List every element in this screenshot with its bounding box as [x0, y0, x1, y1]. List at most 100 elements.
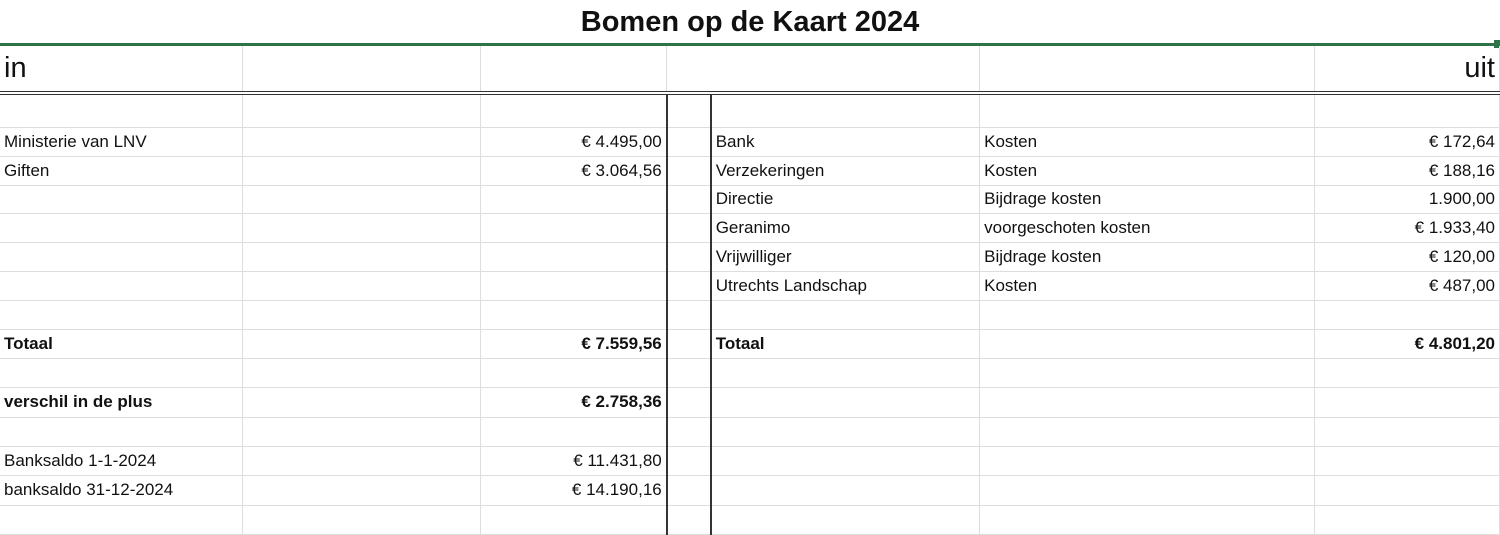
out-type[interactable]: Kosten	[979, 271, 1316, 301]
out-type[interactable]	[979, 446, 1316, 476]
separator-cell[interactable]	[665, 127, 712, 157]
separator-cell[interactable]	[665, 417, 712, 447]
out-type[interactable]	[979, 300, 1316, 330]
out-type[interactable]: Bijdrage kosten	[979, 242, 1316, 272]
in-label[interactable]	[0, 185, 244, 214]
out-label[interactable]: Verzekeringen	[710, 156, 981, 186]
separator-cell[interactable]	[665, 505, 712, 535]
out-label[interactable]	[710, 417, 981, 447]
cell[interactable]	[242, 46, 482, 95]
in-amount[interactable]: € 3.064,56	[480, 156, 668, 186]
out-label[interactable]	[710, 300, 981, 330]
cell[interactable]	[242, 213, 482, 243]
out-label[interactable]	[710, 387, 981, 418]
separator-cell[interactable]	[665, 156, 712, 186]
out-type[interactable]	[979, 475, 1316, 506]
in-amount[interactable]	[480, 242, 668, 272]
in-label[interactable]	[0, 271, 244, 301]
header-in[interactable]: in	[0, 46, 244, 95]
in-label[interactable]	[0, 213, 244, 243]
cell[interactable]	[710, 46, 981, 95]
fill-handle[interactable]	[1494, 40, 1500, 48]
separator-cell[interactable]	[665, 329, 712, 359]
cell[interactable]	[242, 329, 482, 359]
in-label[interactable]: Giften	[0, 156, 244, 186]
separator-cell[interactable]	[666, 46, 711, 95]
out-amount[interactable]	[1314, 446, 1500, 476]
cell[interactable]	[979, 46, 1316, 95]
out-type[interactable]: Kosten	[979, 156, 1316, 186]
out-label[interactable]	[710, 475, 981, 506]
out-amount[interactable]: 1.900,00	[1314, 185, 1500, 214]
in-label[interactable]: banksaldo 31-12-2024	[0, 475, 244, 506]
in-label[interactable]: Ministerie van LNV	[0, 127, 244, 157]
in-label[interactable]	[0, 417, 244, 447]
out-label[interactable]: Vrijwilliger	[710, 242, 981, 272]
out-amount[interactable]: € 172,64	[1314, 127, 1500, 157]
cell[interactable]	[242, 446, 482, 476]
in-amount[interactable]: € 7.559,56	[480, 329, 668, 359]
out-amount[interactable]: € 120,00	[1314, 242, 1500, 272]
out-amount[interactable]	[1314, 358, 1500, 388]
cell[interactable]	[242, 358, 482, 388]
separator-cell[interactable]	[665, 213, 712, 243]
out-label[interactable]	[710, 93, 981, 128]
in-amount[interactable]	[480, 358, 668, 388]
out-type[interactable]	[979, 387, 1316, 418]
cell[interactable]	[242, 93, 482, 128]
in-label[interactable]: Totaal	[0, 329, 244, 359]
out-label[interactable]	[710, 446, 981, 476]
out-label[interactable]	[710, 505, 981, 535]
cell[interactable]	[242, 387, 482, 418]
cell[interactable]	[242, 242, 482, 272]
cell[interactable]	[242, 271, 482, 301]
separator-cell[interactable]	[665, 300, 712, 330]
out-label[interactable]	[710, 358, 981, 388]
in-label[interactable]	[0, 505, 244, 535]
in-amount[interactable]	[480, 185, 668, 214]
sheet-title[interactable]: Bomen op de Kaart 2024	[580, 6, 920, 38]
cell[interactable]	[242, 505, 482, 535]
cell[interactable]	[242, 417, 482, 447]
in-amount[interactable]	[480, 300, 668, 330]
in-amount[interactable]	[480, 505, 668, 535]
out-amount[interactable]: € 487,00	[1314, 271, 1500, 301]
out-type[interactable]	[979, 417, 1316, 447]
out-amount[interactable]	[1314, 475, 1500, 506]
separator-cell[interactable]	[665, 271, 712, 301]
out-type[interactable]	[979, 93, 1316, 128]
separator-cell[interactable]	[665, 475, 712, 506]
separator-cell[interactable]	[665, 185, 712, 214]
out-label[interactable]: Geranimo	[710, 213, 981, 243]
in-amount[interactable]: € 4.495,00	[480, 127, 668, 157]
out-type[interactable]: Kosten	[979, 127, 1316, 157]
in-label[interactable]	[0, 242, 244, 272]
out-amount[interactable]: € 188,16	[1314, 156, 1500, 186]
cell[interactable]	[242, 475, 482, 506]
out-type[interactable]	[979, 505, 1316, 535]
out-label[interactable]: Directie	[710, 185, 981, 214]
out-type[interactable]: voorgeschoten kosten	[979, 213, 1316, 243]
out-label[interactable]: Totaal	[710, 329, 981, 359]
separator-cell[interactable]	[665, 242, 712, 272]
in-amount[interactable]	[480, 93, 668, 128]
out-amount[interactable]: € 4.801,20	[1314, 329, 1500, 359]
separator-cell[interactable]	[665, 358, 712, 388]
header-uit[interactable]: uit	[1314, 46, 1500, 95]
in-amount[interactable]	[480, 417, 668, 447]
in-label[interactable]: Banksaldo 1-1-2024	[0, 446, 244, 476]
cell[interactable]	[480, 46, 668, 95]
out-amount[interactable]	[1314, 417, 1500, 447]
in-label[interactable]	[0, 358, 244, 388]
out-type[interactable]: Bijdrage kosten	[979, 185, 1316, 214]
in-amount[interactable]: € 14.190,16	[480, 475, 668, 506]
separator-cell[interactable]	[665, 387, 712, 418]
in-amount[interactable]	[480, 213, 668, 243]
separator-cell[interactable]	[665, 446, 712, 476]
in-label[interactable]	[0, 93, 244, 128]
in-label[interactable]	[0, 300, 244, 330]
in-amount[interactable]	[480, 271, 668, 301]
out-type[interactable]	[979, 358, 1316, 388]
out-label[interactable]: Utrechts Landschap	[710, 271, 981, 301]
in-amount[interactable]: € 2.758,36	[480, 387, 668, 418]
